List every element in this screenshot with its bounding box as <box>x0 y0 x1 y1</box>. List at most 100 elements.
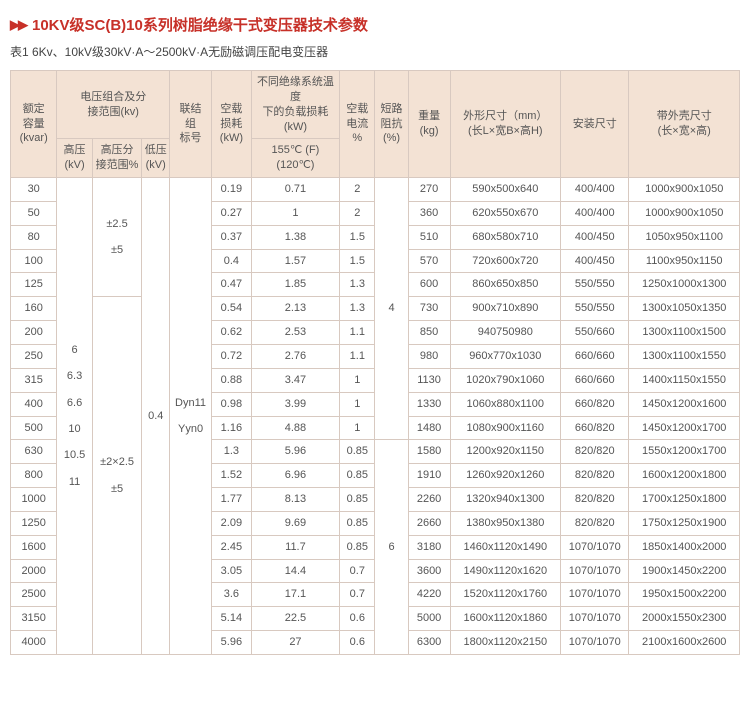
cell-encl: 1000x900x1050 <box>629 201 740 225</box>
cell-noload: 2.45 <box>212 535 252 559</box>
cell-noload: 0.47 <box>212 273 252 297</box>
cell-capacity: 1000 <box>11 488 57 512</box>
cell-noload-i: 1.3 <box>340 273 375 297</box>
cell-mount: 550/550 <box>561 273 629 297</box>
cell-loadloss: 2.76 <box>251 344 339 368</box>
cell-mount: 400/400 <box>561 178 629 202</box>
cell-dims: 1200x920x1150 <box>450 440 560 464</box>
cell-encl: 1750x1250x1900 <box>629 511 740 535</box>
cell-loadloss: 11.7 <box>251 535 339 559</box>
cell-mount: 1070/1070 <box>561 535 629 559</box>
cell-loadloss: 22.5 <box>251 607 339 631</box>
cell-capacity: 30 <box>11 178 57 202</box>
cell-dims: 960x770x1030 <box>450 344 560 368</box>
page-title: 10KV级SC(B)10系列树脂绝缘干式变压器技术参数 <box>32 14 368 35</box>
cell-mount: 820/820 <box>561 488 629 512</box>
cell-noload: 1.16 <box>212 416 252 440</box>
cell-encl: 1600x1200x1800 <box>629 464 740 488</box>
cell-encl: 1250x1000x1300 <box>629 273 740 297</box>
cell-weight: 1580 <box>408 440 450 464</box>
table-row: 3066.36.61010.511±2.5±50.4Dyn11Yyn00.190… <box>11 178 740 202</box>
cell-loadloss: 5.96 <box>251 440 339 464</box>
cell-encl: 1550x1200x1700 <box>629 440 740 464</box>
cell-noload-i: 1.5 <box>340 249 375 273</box>
cell-capacity: 4000 <box>11 631 57 655</box>
cell-weight: 570 <box>408 249 450 273</box>
cell-weight: 6300 <box>408 631 450 655</box>
cell-noload: 0.27 <box>212 201 252 225</box>
cell-capacity: 3150 <box>11 607 57 631</box>
cell-noload-i: 0.85 <box>340 464 375 488</box>
cell-noload-i: 0.85 <box>340 535 375 559</box>
cell-capacity: 800 <box>11 464 57 488</box>
cell-dims: 1080x900x1160 <box>450 416 560 440</box>
cell-encl: 1850x1400x2000 <box>629 535 740 559</box>
cell-mount: 660/660 <box>561 344 629 368</box>
cell-noload: 5.14 <box>212 607 252 631</box>
cell-encl: 1450x1200x1700 <box>629 416 740 440</box>
cell-encl: 1900x1450x2200 <box>629 559 740 583</box>
cell-hv-merged: 66.36.61010.511 <box>57 178 92 655</box>
cell-encl: 2000x1550x2300 <box>629 607 740 631</box>
cell-noload-i: 2 <box>340 178 375 202</box>
spec-table: 额定容量(kvar) 电压组合及分接范围(kv) 联结组标号 空载损耗(kW) … <box>10 70 740 655</box>
cell-mount: 820/820 <box>561 511 629 535</box>
cell-capacity: 630 <box>11 440 57 464</box>
col-volt-group: 电压组合及分接范围(kv) <box>57 71 170 139</box>
cell-noload-i: 0.85 <box>340 440 375 464</box>
cell-encl: 1100x950x1150 <box>629 249 740 273</box>
cell-noload: 1.3 <box>212 440 252 464</box>
cell-noload: 5.96 <box>212 631 252 655</box>
cell-noload: 0.19 <box>212 178 252 202</box>
cell-noload: 2.09 <box>212 511 252 535</box>
cell-loadloss: 1 <box>251 201 339 225</box>
cell-loadloss: 14.4 <box>251 559 339 583</box>
col-noload: 空载损耗(kW) <box>212 71 252 178</box>
table-head: 额定容量(kvar) 电压组合及分接范围(kv) 联结组标号 空载损耗(kW) … <box>11 71 740 178</box>
col-capacity: 额定容量(kvar) <box>11 71 57 178</box>
cell-loadloss: 17.1 <box>251 583 339 607</box>
cell-noload: 0.72 <box>212 344 252 368</box>
cell-weight: 270 <box>408 178 450 202</box>
cell-mount: 660/660 <box>561 368 629 392</box>
cell-loadloss: 1.38 <box>251 225 339 249</box>
cell-mount: 820/820 <box>561 464 629 488</box>
cell-weight: 3180 <box>408 535 450 559</box>
cell-noload-i: 1 <box>340 416 375 440</box>
cell-dims: 680x580x710 <box>450 225 560 249</box>
cell-weight: 360 <box>408 201 450 225</box>
col-dims: 外形尺寸（mm）(长L×宽B×高H) <box>450 71 560 178</box>
cell-encl: 1950x1500x2200 <box>629 583 740 607</box>
cell-noload: 1.77 <box>212 488 252 512</box>
cell-encl: 1300x1050x1350 <box>629 297 740 321</box>
cell-noload-i: 0.7 <box>340 583 375 607</box>
cell-capacity: 125 <box>11 273 57 297</box>
cell-tap1: ±2.5±5 <box>92 178 142 297</box>
cell-capacity: 315 <box>11 368 57 392</box>
cell-encl: 1400x1150x1550 <box>629 368 740 392</box>
cell-noload-i: 0.6 <box>340 631 375 655</box>
cell-encl: 1300x1100x1500 <box>629 321 740 345</box>
cell-weight: 1910 <box>408 464 450 488</box>
cell-noload-i: 1 <box>340 368 375 392</box>
cell-weight: 600 <box>408 273 450 297</box>
cell-noload-i: 0.6 <box>340 607 375 631</box>
cell-mount: 400/400 <box>561 201 629 225</box>
cell-noload-i: 0.7 <box>340 559 375 583</box>
cell-dims: 940750980 <box>450 321 560 345</box>
cell-mount: 550/550 <box>561 297 629 321</box>
col-imp: 短路阻抗(%) <box>375 71 408 178</box>
cell-imp1: 4 <box>375 178 408 440</box>
cell-mount: 550/660 <box>561 321 629 345</box>
cell-capacity: 50 <box>11 201 57 225</box>
cell-loadloss: 0.71 <box>251 178 339 202</box>
cell-imp2: 6 <box>375 440 408 655</box>
cell-capacity: 80 <box>11 225 57 249</box>
cell-capacity: 2000 <box>11 559 57 583</box>
cell-noload-i: 1.3 <box>340 297 375 321</box>
cell-weight: 2660 <box>408 511 450 535</box>
cell-encl: 1050x950x1100 <box>629 225 740 249</box>
cell-mount: 1070/1070 <box>561 583 629 607</box>
cell-encl: 1300x1100x1550 <box>629 344 740 368</box>
cell-mount: 400/450 <box>561 249 629 273</box>
